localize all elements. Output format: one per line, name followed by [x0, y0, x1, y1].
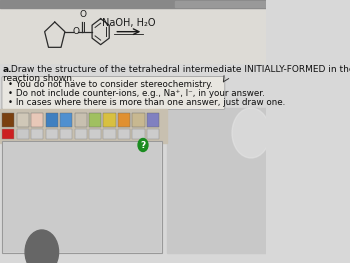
Bar: [147, 129, 159, 139]
Bar: [132, 113, 145, 127]
Bar: [17, 113, 29, 127]
Bar: [2, 141, 162, 253]
Bar: [0, 109, 167, 143]
Bar: [132, 129, 145, 139]
Bar: [0, 8, 266, 63]
Text: Draw the structure of the tetrahedral intermediate INITIALLY-FORMED in the: Draw the structure of the tetrahedral in…: [8, 65, 350, 74]
Circle shape: [138, 139, 148, 151]
Text: O: O: [72, 27, 79, 36]
Bar: [89, 129, 101, 139]
Text: NaOH, H₂O: NaOH, H₂O: [102, 18, 155, 28]
Bar: [104, 113, 116, 127]
Bar: [3, 142, 161, 252]
Bar: [2, 129, 14, 139]
Text: • In cases where there is more than one answer, just draw one.: • In cases where there is more than one …: [8, 98, 285, 107]
Circle shape: [25, 230, 58, 263]
Bar: [46, 113, 58, 127]
Bar: [46, 129, 58, 139]
Text: O: O: [80, 10, 87, 19]
Bar: [31, 129, 43, 139]
FancyBboxPatch shape: [2, 77, 225, 109]
Circle shape: [232, 108, 270, 158]
Bar: [60, 113, 72, 127]
Bar: [17, 129, 29, 139]
Bar: [31, 113, 43, 127]
Bar: [118, 113, 130, 127]
Bar: [147, 113, 159, 127]
Bar: [118, 129, 130, 139]
Bar: [167, 108, 266, 253]
Bar: [75, 113, 87, 127]
Text: a.: a.: [3, 65, 13, 74]
Text: • Do not include counter-ions, e.g., Na⁺, I⁻, in your answer.: • Do not include counter-ions, e.g., Na⁺…: [8, 89, 264, 98]
Bar: [175, 1, 266, 7]
Bar: [104, 129, 116, 139]
Text: • You do not have to consider stereochemistry.: • You do not have to consider stereochem…: [8, 80, 212, 89]
Bar: [89, 113, 101, 127]
Text: reaction shown.: reaction shown.: [3, 74, 75, 83]
Bar: [75, 129, 87, 139]
Bar: [2, 113, 14, 127]
Text: ?: ?: [140, 140, 146, 149]
Bar: [0, 0, 266, 8]
Bar: [60, 129, 72, 139]
